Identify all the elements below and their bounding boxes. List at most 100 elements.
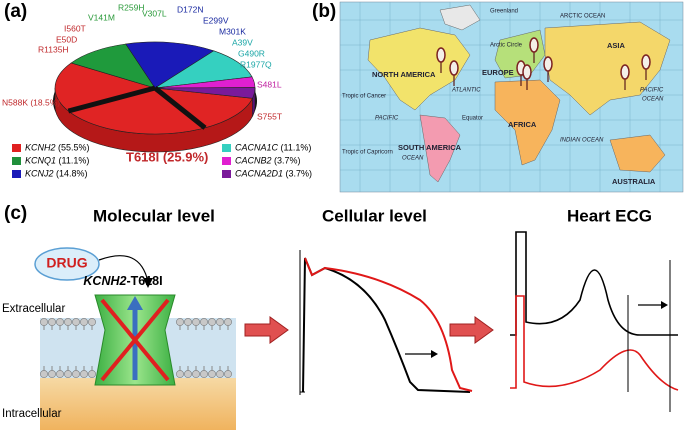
mutation-label: V307L	[142, 8, 167, 18]
gene: KCNQ1	[25, 156, 56, 166]
pie-slice	[125, 41, 215, 89]
section-title: Cellular level	[322, 206, 427, 225]
map-label: Tropic of Capricorn	[342, 150, 393, 156]
mutation-label: R1135H	[38, 44, 69, 54]
legend-label: KCNH2 (55.5%)	[25, 143, 90, 153]
legend-swatch	[12, 144, 21, 152]
map-label: Greenland	[490, 9, 518, 15]
lipid-head	[72, 318, 80, 326]
mutation-label: E299V	[203, 15, 229, 25]
lipid-head	[200, 318, 208, 326]
legend-label: KCNQ1 (11.1%)	[25, 156, 89, 166]
gene: KCNH2	[25, 143, 56, 153]
mutation-label: M301K	[219, 26, 246, 36]
panel-label: (c)	[4, 203, 27, 224]
pie-slice	[70, 43, 156, 89]
legend-swatch	[222, 144, 231, 152]
share: (55.5%)	[58, 143, 90, 153]
lipid-head	[208, 370, 216, 378]
lipid-head	[200, 370, 208, 378]
map-label: NORTH AMERICA	[372, 70, 436, 79]
map-label: ARCTIC OCEAN	[560, 14, 605, 20]
legend-swatch	[12, 157, 21, 165]
slice-gap	[67, 85, 207, 130]
ecg	[510, 231, 679, 412]
mutation-labels: N588K (18.5%) R1135H E50D I560T V141M R2…	[2, 2, 282, 121]
lipid-head	[64, 318, 72, 326]
map-label: SOUTH AMERICA	[398, 143, 462, 152]
lipid-head	[56, 318, 64, 326]
lipid-head	[176, 370, 184, 378]
map-label: EUROPE	[482, 68, 514, 77]
map-label: AUSTRALIA	[612, 177, 656, 186]
highlight-label: T618I (25.9%)	[126, 149, 208, 164]
lipid-head	[192, 318, 200, 326]
gene: CACNA1C	[235, 143, 279, 153]
pin-head	[522, 64, 532, 80]
lipid-head	[216, 318, 224, 326]
world-map: Greenland ARCTIC OCEAN Arctic Circle NOR…	[339, 1, 684, 193]
pin-head	[529, 37, 539, 53]
legend: KCNH2 (55.5%) KCNQ1 (11.1%) KCNJ2 (14.8%…	[12, 143, 312, 179]
pin-head	[543, 56, 553, 72]
legend-label: CACNB2 (3.7%)	[235, 156, 301, 166]
mutation-label: E50D	[56, 34, 77, 44]
legend-label: CACNA2D1 (3.7%)	[235, 169, 312, 179]
mutation-label: D172N	[177, 4, 203, 14]
legend-label: CACNA1C (11.1%)	[235, 143, 311, 153]
trace-mutant	[510, 295, 679, 391]
lipid-head	[80, 318, 88, 326]
share: (14.8%)	[56, 169, 88, 179]
arrowhead	[143, 278, 153, 288]
lipid-head	[40, 318, 48, 326]
mutation-label: V141M	[88, 12, 115, 22]
legend-swatch	[222, 170, 231, 178]
action-potential	[299, 250, 473, 395]
north-america	[367, 27, 471, 111]
pie-slice	[154, 50, 253, 89]
lipid-head	[48, 318, 56, 326]
lipid-head	[56, 370, 64, 378]
drug-label: DRUG	[46, 255, 87, 271]
lipid-head	[184, 318, 192, 326]
gene: KCNJ2	[25, 169, 54, 179]
trace-control	[302, 257, 471, 393]
map-label: PACIFIC	[640, 88, 664, 94]
extracellular-label: Extracellular	[2, 303, 65, 315]
panel-label: (a)	[4, 1, 27, 22]
share: (3.7%)	[286, 169, 313, 179]
mutation-label: R259H	[118, 2, 144, 12]
panel-label: (b)	[312, 1, 336, 22]
mutation-label: G490R	[238, 48, 265, 58]
lipid-head	[72, 370, 80, 378]
map-label: Arctic Circle	[490, 43, 523, 49]
pin-head	[436, 47, 446, 63]
map-label: ATLANTIC	[451, 88, 481, 94]
share: (11.1%)	[281, 143, 312, 153]
mutation-label: A39V	[232, 37, 253, 47]
mutation-label: S481L	[257, 79, 282, 89]
lipid-head	[88, 318, 96, 326]
lipid-head	[224, 370, 232, 378]
qt-marker	[627, 260, 671, 412]
drug-arrow	[98, 255, 149, 283]
south-america	[419, 114, 461, 183]
mutation-label: S755T	[257, 111, 282, 121]
lipid-head	[184, 370, 192, 378]
pie-slice	[154, 87, 256, 99]
section-title: Heart ECG	[567, 206, 652, 225]
share: (11.1%)	[59, 156, 90, 166]
lipid-head	[64, 370, 72, 378]
legend-swatch	[222, 157, 231, 165]
map-label: OCEAN	[402, 156, 424, 162]
map-label: Tropic of Cancer	[342, 94, 386, 100]
mutation-label: R1977Q	[240, 59, 272, 69]
arrowhead	[127, 296, 143, 310]
map-label: AFRICA	[508, 120, 537, 129]
drug-bubble	[34, 247, 100, 281]
map-label: OCEAN	[642, 97, 664, 103]
lipid-head	[48, 370, 56, 378]
australia	[609, 134, 666, 173]
greenland	[439, 4, 481, 31]
